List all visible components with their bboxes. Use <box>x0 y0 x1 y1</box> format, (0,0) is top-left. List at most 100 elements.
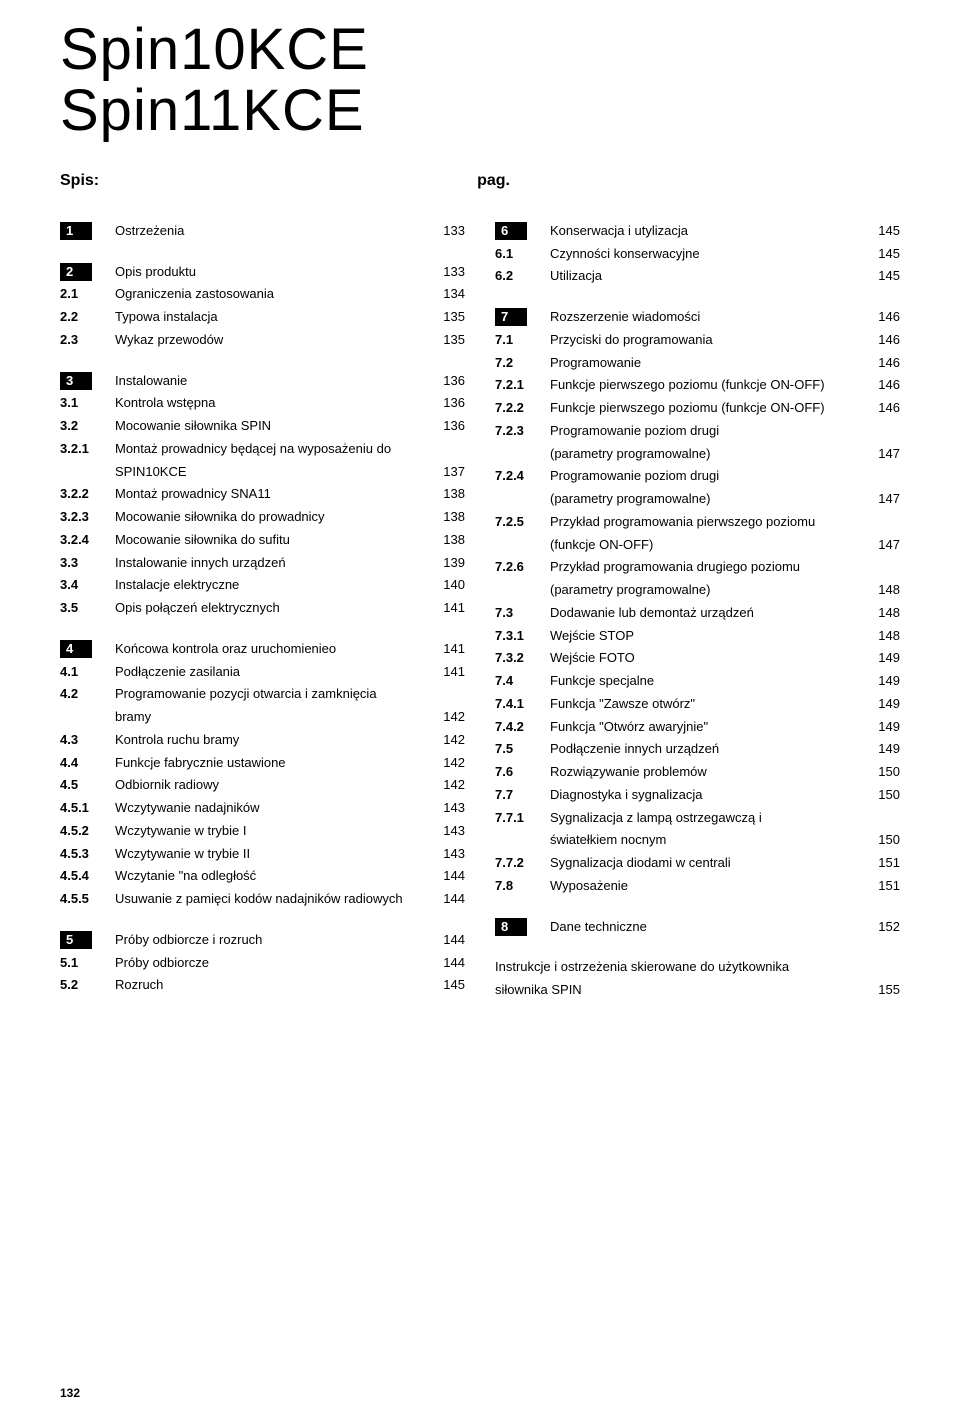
toc-page: 144 <box>430 888 465 911</box>
toc-page: 139 <box>430 552 465 575</box>
toc-number: 1 <box>60 220 115 243</box>
toc-number: 6.2 <box>495 265 550 288</box>
toc-number: 5 <box>60 929 115 952</box>
toc-page: 133 <box>430 261 465 284</box>
toc-page: 146 <box>865 329 900 352</box>
toc-label: Utilizacja <box>550 265 865 288</box>
toc-row: 6.1Czynności konserwacyjne145 <box>495 243 900 266</box>
toc-label: Rozwiązywanie problemów <box>550 761 865 784</box>
toc-label: Funkcje specjalne <box>550 670 865 693</box>
toc-row: SPIN10KCE137 <box>60 461 465 484</box>
toc-label: Kontrola wstępna <box>115 392 430 415</box>
toc-page: 136 <box>430 392 465 415</box>
toc-label: Przyciski do programowania <box>550 329 865 352</box>
toc-label: Wczytywanie w trybie I <box>115 820 430 843</box>
toc-spacer <box>495 938 900 956</box>
toc-row: siłownika SPIN155 <box>495 979 900 1002</box>
title-line1: Spin10KCE <box>60 20 900 81</box>
pag-label: pag. <box>477 172 900 190</box>
toc-row: 7.2.3Programowanie poziom drugi <box>495 420 900 443</box>
toc-label: Usuwanie z pamięci kodów nadajników radi… <box>115 888 430 911</box>
toc-row: 7.3.1Wejście STOP148 <box>495 625 900 648</box>
toc-number: 3.2.3 <box>60 506 115 529</box>
toc-label: Rozszerzenie wiadomości <box>550 306 865 329</box>
spis-label: Spis: <box>60 172 99 190</box>
toc-label: Programowanie poziom drugi <box>550 420 865 443</box>
toc-row: 4.5.2Wczytywanie w trybie I143 <box>60 820 465 843</box>
toc-row: światełkiem nocnym150 <box>495 829 900 852</box>
toc-number: 8 <box>495 916 550 939</box>
toc-page: 142 <box>430 774 465 797</box>
toc-number: 4.5.1 <box>60 797 115 820</box>
toc-number: 7.2.1 <box>495 374 550 397</box>
toc-label: SPIN10KCE <box>115 461 430 484</box>
toc-page: 150 <box>865 829 900 852</box>
toc-page: 146 <box>865 352 900 375</box>
toc-page: 155 <box>865 979 900 1002</box>
toc-row: 7.2.1Funkcje pierwszego poziomu (funkcje… <box>495 374 900 397</box>
toc-label: Przykład programowania pierwszego poziom… <box>550 511 865 534</box>
toc-row: 7.7.2Sygnalizacja diodami w centrali151 <box>495 852 900 875</box>
toc-label: Funkcja "Zawsze otwórz" <box>550 693 865 716</box>
toc-label: Funkcje fabrycznie ustawione <box>115 752 430 775</box>
toc-label: Instalacje elektryczne <box>115 574 430 597</box>
toc-label: światełkiem nocnym <box>550 829 865 852</box>
toc-page: 146 <box>865 374 900 397</box>
toc-page: 150 <box>865 761 900 784</box>
toc-label: Instalowanie <box>115 370 430 393</box>
toc-spacer <box>60 620 465 638</box>
toc-row: bramy142 <box>60 706 465 729</box>
toc-label: Ograniczenia zastosowania <box>115 283 430 306</box>
toc-label: Konserwacja i utylizacja <box>550 220 865 243</box>
toc-page: 148 <box>865 602 900 625</box>
toc-number: 7.3.2 <box>495 647 550 670</box>
toc-label: Funkcje pierwszego poziomu (funkcje ON-O… <box>550 374 865 397</box>
toc-page: 138 <box>430 483 465 506</box>
toc-label: Próby odbiorcze i rozruch <box>115 929 430 952</box>
toc-row: 2Opis produktu133 <box>60 261 465 284</box>
toc-row: 7.7Diagnostyka i sygnalizacja150 <box>495 784 900 807</box>
toc-label: Rozruch <box>115 974 430 997</box>
toc-number: 3.5 <box>60 597 115 620</box>
toc-label: Montaż prowadnicy SNA11 <box>115 483 430 506</box>
toc-row: 3.4Instalacje elektryczne140 <box>60 574 465 597</box>
toc-row: 5.1Próby odbiorcze144 <box>60 952 465 975</box>
toc-number: 6 <box>495 220 550 243</box>
toc-row: 7Rozszerzenie wiadomości146 <box>495 306 900 329</box>
toc-row: 4.5.5Usuwanie z pamięci kodów nadajników… <box>60 888 465 911</box>
toc-spacer <box>495 898 900 916</box>
section-number-box: 1 <box>60 222 92 240</box>
toc-row: 3.2.3Mocowanie siłownika do prowadnicy13… <box>60 506 465 529</box>
toc-label: siłownika SPIN <box>495 979 865 1002</box>
toc-page: 148 <box>865 579 900 602</box>
toc-row: 4.5.1Wczytywanie nadajników143 <box>60 797 465 820</box>
toc-row: (parametry programowalne)147 <box>495 443 900 466</box>
toc-page: 145 <box>865 243 900 266</box>
toc-label: Ostrzeżenia <box>115 220 430 243</box>
toc-row: 6Konserwacja i utylizacja145 <box>495 220 900 243</box>
toc-number: 7.1 <box>495 329 550 352</box>
toc-page: 143 <box>430 797 465 820</box>
toc-number: 7.3.1 <box>495 625 550 648</box>
toc-number: 4.1 <box>60 661 115 684</box>
section-number-box: 6 <box>495 222 527 240</box>
toc-label: Wykaz przewodów <box>115 329 430 352</box>
toc-page: 152 <box>865 916 900 939</box>
toc-number: 2.2 <box>60 306 115 329</box>
toc-number: 2 <box>60 261 115 284</box>
toc-row: 7.8Wyposażenie151 <box>495 875 900 898</box>
toc-number: 4.5.4 <box>60 865 115 888</box>
toc-page: 145 <box>865 265 900 288</box>
toc-page: 140 <box>430 574 465 597</box>
toc-label: Podłączenie innych urządzeń <box>550 738 865 761</box>
toc-page: 141 <box>430 597 465 620</box>
toc-row: (funkcje ON-OFF)147 <box>495 534 900 557</box>
toc-number: 3.2.2 <box>60 483 115 506</box>
toc-number: 7.4.2 <box>495 716 550 739</box>
toc-row: 7.4.1Funkcja "Zawsze otwórz"149 <box>495 693 900 716</box>
toc-number: 7.5 <box>495 738 550 761</box>
toc-number: 7.4 <box>495 670 550 693</box>
toc-row: 7.7.1Sygnalizacja z lampą ostrzegawczą i <box>495 807 900 830</box>
toc-row: 7.2.2Funkcje pierwszego poziomu (funkcje… <box>495 397 900 420</box>
toc-row: 7.2.6Przykład programowania drugiego poz… <box>495 556 900 579</box>
